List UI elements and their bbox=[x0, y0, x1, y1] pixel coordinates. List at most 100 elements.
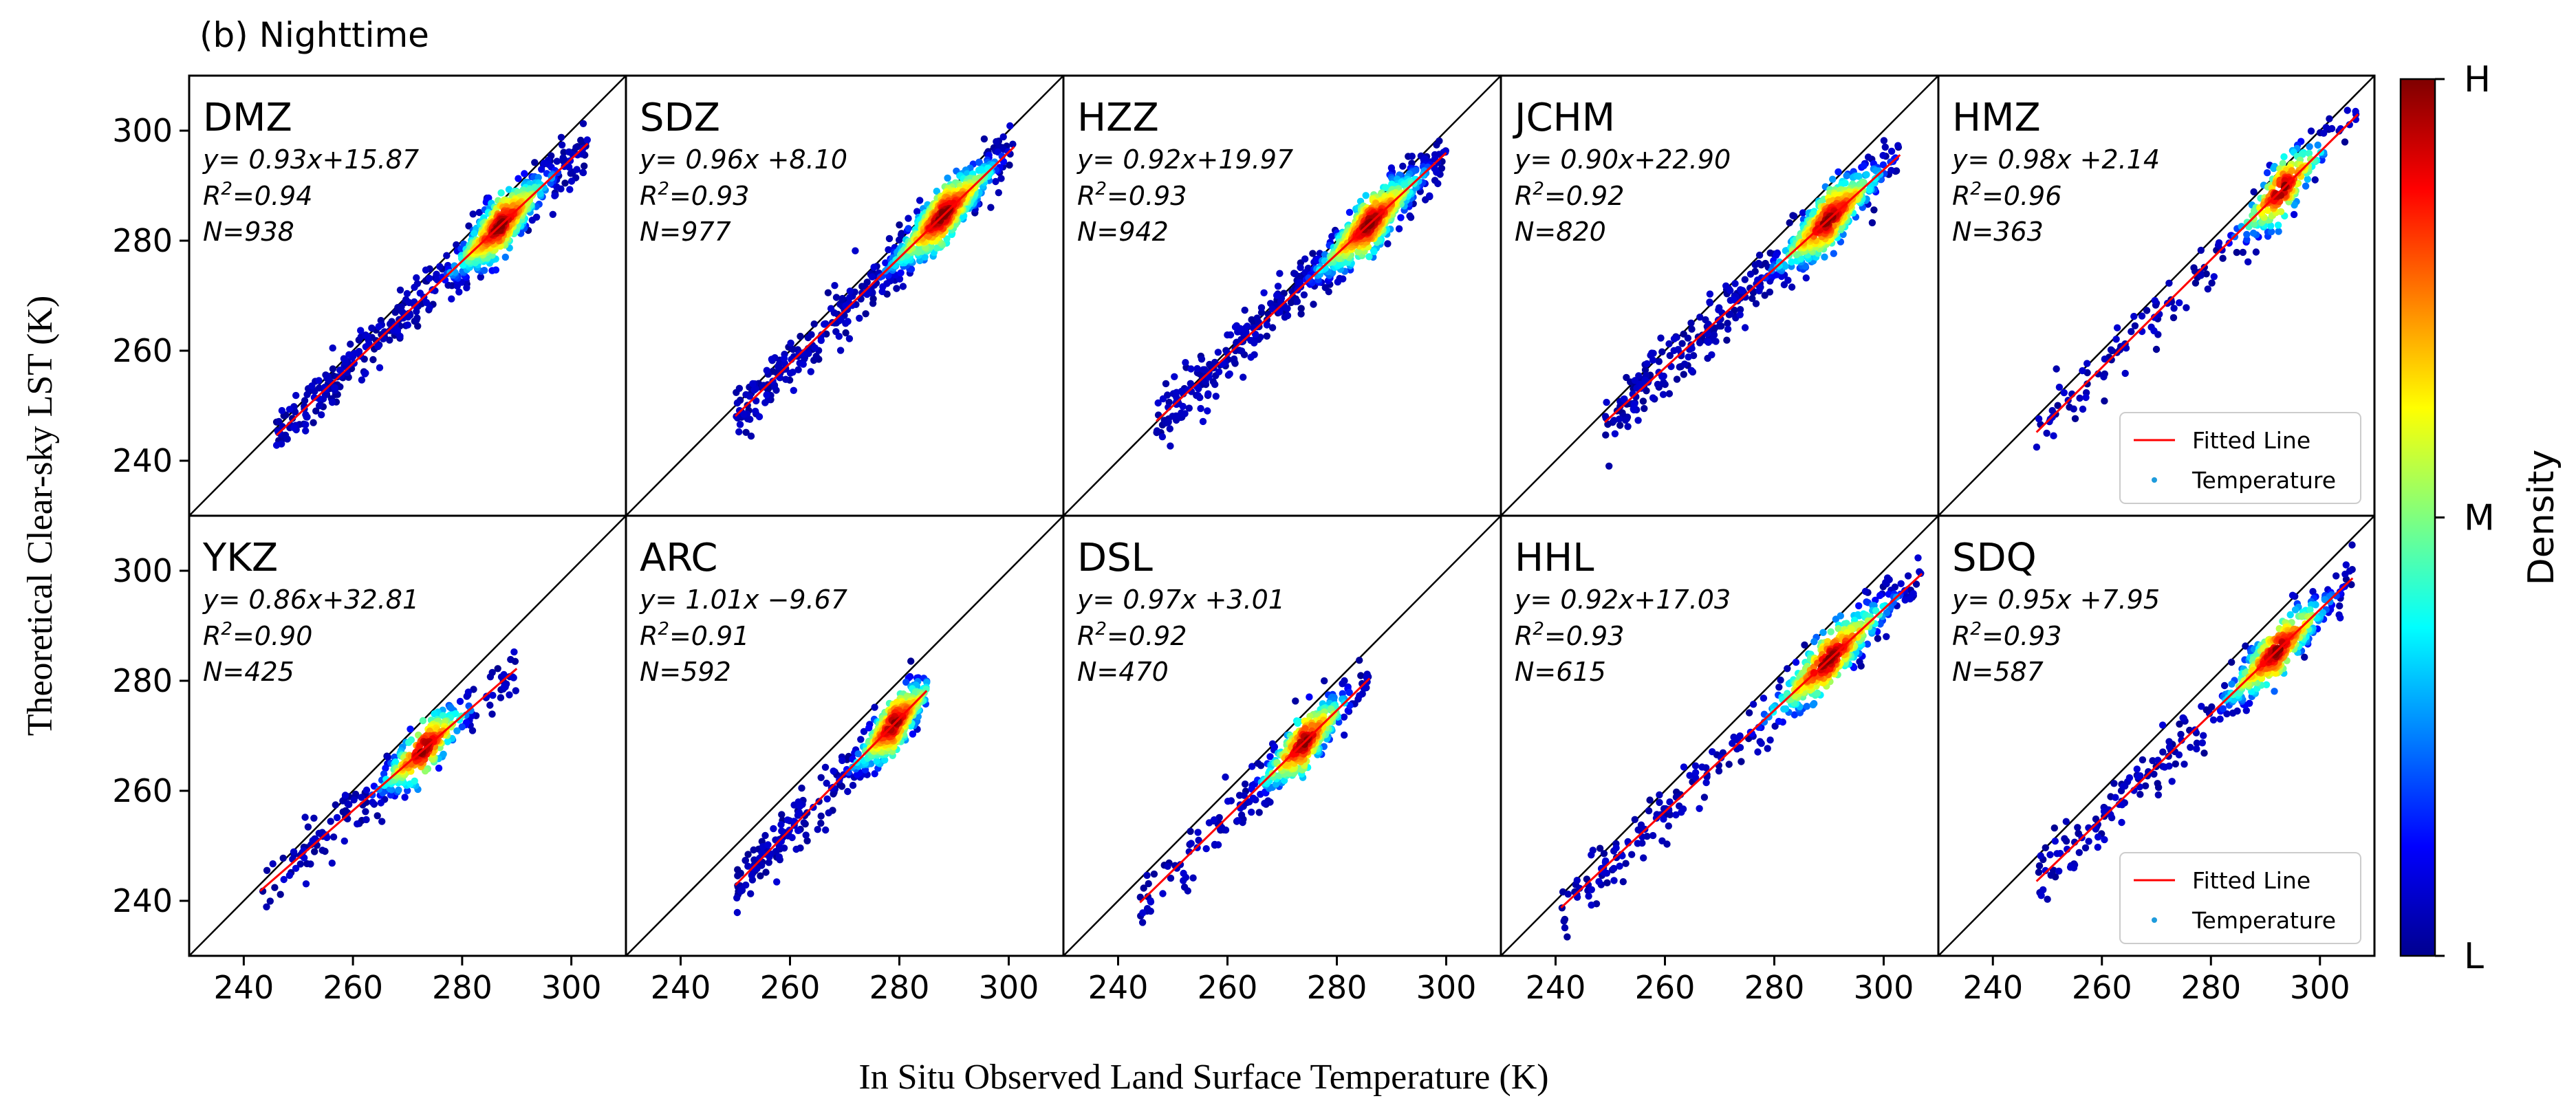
scatter-point bbox=[342, 358, 349, 366]
scatter-point bbox=[1345, 208, 1354, 216]
scatter-point bbox=[290, 424, 298, 432]
scatter-point bbox=[1610, 864, 1618, 873]
scatter-point bbox=[1756, 284, 1764, 292]
scatter-point bbox=[1182, 359, 1189, 367]
scatter-point bbox=[1261, 800, 1268, 807]
scatter-point bbox=[1295, 717, 1303, 725]
scatter-point bbox=[744, 851, 752, 858]
scatter-point bbox=[788, 833, 796, 842]
scatter-point bbox=[303, 413, 311, 421]
scatter-point bbox=[1145, 880, 1152, 888]
scatter-point bbox=[1745, 709, 1753, 717]
scatter-point bbox=[1649, 831, 1657, 840]
scatter-point bbox=[444, 738, 451, 745]
scatter-point bbox=[1189, 874, 1197, 882]
scatter-point bbox=[288, 415, 296, 422]
scatter-point bbox=[1856, 658, 1863, 666]
scatter-point bbox=[1292, 697, 1299, 705]
scatter-point bbox=[435, 764, 443, 772]
scatter-point bbox=[325, 376, 333, 384]
scatter-point bbox=[897, 269, 905, 276]
scatter-point bbox=[1321, 677, 1328, 685]
scatter-point bbox=[2055, 383, 2064, 391]
scatter-point bbox=[1172, 412, 1180, 419]
scatter-point bbox=[1741, 324, 1749, 331]
scatter-point bbox=[328, 860, 336, 867]
scatter-point bbox=[798, 784, 805, 792]
one-to-one-line bbox=[1501, 516, 1938, 956]
scatter-point bbox=[905, 215, 912, 222]
scatter-point bbox=[336, 367, 345, 374]
scatter-point bbox=[1187, 840, 1195, 847]
scatter-point bbox=[1340, 713, 1348, 721]
scatter-point bbox=[742, 857, 750, 864]
scatter-point bbox=[836, 347, 845, 354]
scatter-point bbox=[292, 864, 300, 873]
scatter-point bbox=[1722, 282, 1730, 290]
scatter-point bbox=[1860, 162, 1868, 170]
scatter-point bbox=[1222, 826, 1230, 834]
scatter-point bbox=[413, 274, 420, 282]
scatter-point bbox=[1431, 165, 1438, 173]
scatter-point bbox=[995, 189, 1003, 197]
scatter-point bbox=[1909, 590, 1917, 598]
scatter-point bbox=[1656, 798, 1663, 807]
scatter-point bbox=[340, 837, 348, 845]
y-tick-label: 300 bbox=[112, 112, 173, 149]
scatter-point bbox=[2151, 296, 2158, 305]
scatter-point bbox=[574, 151, 581, 159]
scatter-point bbox=[1187, 827, 1194, 836]
scatter-point bbox=[2070, 405, 2077, 413]
scatter-point bbox=[896, 236, 903, 244]
scatter-point bbox=[387, 791, 395, 799]
legend-line-label: Fitted Line bbox=[2192, 427, 2310, 454]
scatter-point bbox=[1914, 554, 1922, 562]
site-label: DSL bbox=[1077, 536, 1153, 580]
scatter-point bbox=[1158, 433, 1167, 441]
scatter-point bbox=[1214, 349, 1222, 356]
scatter-point bbox=[1834, 168, 1842, 176]
scatter-point bbox=[1755, 251, 1764, 259]
scatter-point bbox=[1640, 854, 1647, 862]
scatter-point bbox=[1187, 365, 1195, 373]
scatter-point bbox=[433, 270, 440, 278]
scatter-point bbox=[401, 794, 409, 801]
scatter-point bbox=[374, 342, 382, 351]
scatter-point bbox=[882, 259, 889, 267]
scatter-point bbox=[1883, 574, 1892, 582]
scatter-point bbox=[1870, 206, 1878, 214]
scatter-point bbox=[1764, 745, 1771, 752]
scatter-point bbox=[1438, 164, 1446, 172]
scatter-point bbox=[458, 723, 466, 731]
scatter-point bbox=[566, 186, 574, 193]
scatter-point bbox=[2250, 220, 2258, 228]
scatter-point bbox=[2239, 248, 2247, 256]
scatter-point bbox=[1240, 791, 1248, 799]
scatter-point bbox=[1655, 358, 1663, 365]
scatter-point bbox=[376, 364, 384, 371]
scatter-point bbox=[2314, 141, 2321, 149]
scatter-point bbox=[856, 314, 863, 322]
scatter-point bbox=[746, 415, 754, 423]
scatter-point bbox=[1147, 907, 1155, 915]
fitted-line bbox=[2035, 113, 2359, 433]
x-tick-label: 260 bbox=[760, 969, 821, 1006]
scatter-point bbox=[2352, 107, 2359, 116]
scatter-point bbox=[761, 399, 769, 406]
scatter-point bbox=[1263, 332, 1271, 340]
site-label: SDZ bbox=[640, 96, 720, 140]
scatter-point bbox=[329, 833, 338, 841]
scatter-point bbox=[2250, 188, 2258, 196]
scatter-point bbox=[329, 365, 337, 373]
scatter-point bbox=[827, 305, 835, 312]
scatter-point bbox=[2079, 405, 2087, 413]
scatter-point bbox=[1296, 279, 1304, 287]
scatter-point bbox=[2274, 221, 2282, 229]
scatter-point bbox=[803, 837, 811, 845]
scatter-point bbox=[310, 814, 318, 822]
scatter-point bbox=[766, 853, 773, 861]
scatter-point bbox=[579, 168, 587, 177]
scatter-point bbox=[881, 756, 889, 764]
scatter-point bbox=[831, 282, 838, 290]
